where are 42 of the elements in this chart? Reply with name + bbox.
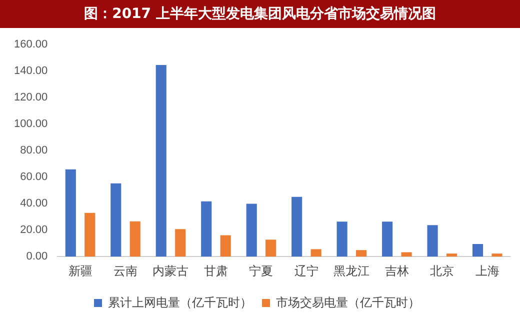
x-tick-label: 甘肃	[204, 264, 228, 278]
y-tick-label: 80.00	[20, 144, 48, 157]
bar	[175, 229, 186, 257]
bar	[84, 212, 96, 257]
bar	[492, 254, 502, 257]
x-tick-label: 北京	[430, 264, 454, 278]
bar	[130, 221, 140, 257]
legend-label: 市场交易电量（亿千瓦时）	[276, 295, 420, 310]
bar	[401, 252, 412, 257]
bar	[156, 65, 166, 257]
x-tick-label: 云南	[114, 264, 138, 278]
bar	[266, 240, 276, 257]
y-tick-label: 100.00	[14, 118, 48, 130]
bar	[220, 235, 231, 257]
y-tick-label: 60.00	[20, 171, 48, 184]
x-tick-label: 新疆	[68, 264, 92, 278]
x-tick-label: 宁夏	[249, 264, 274, 278]
y-tick-label: 0.00	[26, 250, 48, 263]
bar	[472, 244, 484, 257]
y-tick-label: 20.00	[20, 224, 48, 236]
bar	[246, 204, 257, 257]
bar	[382, 222, 393, 257]
bar	[201, 201, 212, 257]
y-tick-label: 40.00	[20, 198, 48, 210]
y-tick-label: 160.00	[14, 38, 48, 51]
bar	[446, 254, 458, 257]
bar	[65, 169, 76, 257]
x-tick-label: 上海	[475, 264, 500, 278]
bar	[110, 183, 122, 257]
bar	[336, 222, 348, 257]
legend-label: 累计上网电量（亿千瓦时）	[108, 295, 252, 310]
x-tick-label: 吉林	[384, 264, 409, 278]
bar	[310, 249, 322, 257]
bar	[356, 250, 367, 257]
bar	[292, 196, 302, 257]
x-tick-label: 黑龙江	[334, 264, 370, 278]
y-tick-label: 140.00	[14, 65, 48, 78]
x-tick-label: 辽宁	[294, 264, 318, 278]
bar	[427, 225, 438, 257]
x-tick-label: 内蒙古	[152, 264, 189, 278]
chart-title: 图：2017 上半年大型发电集团风电分省市场交易情况图	[0, 0, 520, 28]
y-tick-label: 120.00	[14, 92, 48, 104]
